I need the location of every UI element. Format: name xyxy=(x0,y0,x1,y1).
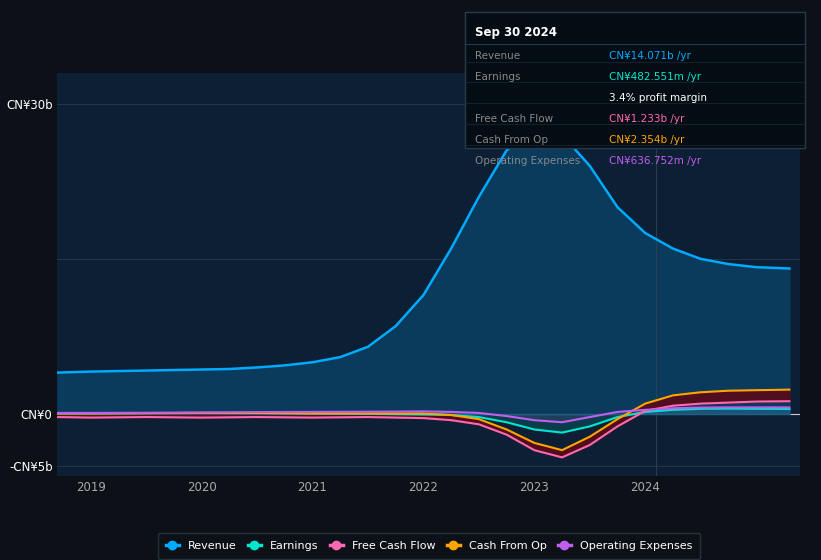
Text: 3.4% profit margin: 3.4% profit margin xyxy=(608,93,707,103)
Text: CN¥1.233b /yr: CN¥1.233b /yr xyxy=(608,114,684,124)
Text: Operating Expenses: Operating Expenses xyxy=(475,156,580,166)
Text: Revenue: Revenue xyxy=(475,51,520,61)
Text: Free Cash Flow: Free Cash Flow xyxy=(475,114,553,124)
Text: Earnings: Earnings xyxy=(475,72,521,82)
Text: Sep 30 2024: Sep 30 2024 xyxy=(475,26,557,39)
Text: CN¥482.551m /yr: CN¥482.551m /yr xyxy=(608,72,701,82)
Text: CN¥14.071b /yr: CN¥14.071b /yr xyxy=(608,51,690,61)
Text: CN¥636.752m /yr: CN¥636.752m /yr xyxy=(608,156,701,166)
Legend: Revenue, Earnings, Free Cash Flow, Cash From Op, Operating Expenses: Revenue, Earnings, Free Cash Flow, Cash … xyxy=(158,533,700,559)
Text: Cash From Op: Cash From Op xyxy=(475,135,548,145)
Text: CN¥2.354b /yr: CN¥2.354b /yr xyxy=(608,135,684,145)
